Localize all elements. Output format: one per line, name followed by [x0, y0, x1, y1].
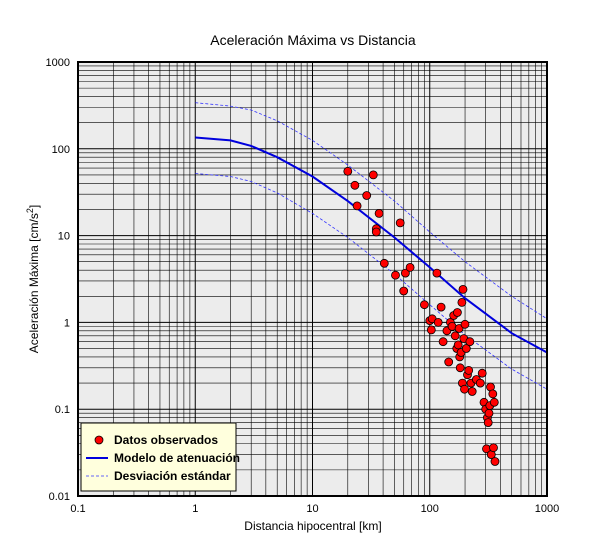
legend-marker-observed	[94, 435, 104, 445]
y-axis-label-group: Aceleración Máxima [cm/s2]	[25, 205, 41, 353]
stddev-line	[195, 173, 548, 390]
data-point	[426, 325, 436, 335]
y-tick-label: 1	[64, 317, 70, 329]
data-point	[433, 317, 443, 327]
data-point	[371, 227, 381, 237]
data-point	[452, 308, 462, 317]
x-tick-label: 0.1	[70, 503, 85, 515]
data-point	[475, 378, 485, 388]
data-point	[362, 191, 372, 200]
y-tick-label: 10	[58, 231, 70, 243]
data-point	[395, 218, 405, 228]
y-tick-label: 0.01	[49, 491, 70, 503]
data-point	[379, 258, 389, 268]
y-tick-label: 100	[52, 144, 70, 156]
stddev-line	[195, 102, 548, 320]
plot-frame	[77, 61, 548, 497]
legend-label-observed: Datos observados	[114, 433, 218, 447]
data-point	[467, 387, 477, 396]
y-tick-label: 1000	[46, 57, 70, 69]
data-point	[484, 408, 494, 418]
data-point	[455, 363, 465, 373]
data-point	[477, 368, 487, 378]
series-layer	[195, 102, 548, 466]
data-point	[432, 268, 442, 278]
legend-label-model: Modelo de atenuación	[114, 451, 240, 465]
data-point	[490, 457, 500, 466]
data-point	[458, 284, 468, 294]
data-point	[436, 302, 446, 312]
data-point	[374, 208, 384, 218]
data-point	[368, 170, 378, 180]
data-point	[400, 268, 410, 278]
data-point	[419, 300, 429, 310]
data-point	[405, 262, 415, 272]
data-point	[343, 166, 353, 176]
data-point	[488, 389, 498, 399]
y-axis-label: Aceleración Máxima [cm/s2]	[25, 205, 41, 353]
data-point	[444, 357, 454, 367]
data-point	[454, 324, 464, 333]
data-point	[350, 180, 360, 190]
legend-label-stddev: Desviación estándar	[114, 469, 231, 483]
data-point	[489, 443, 498, 453]
data-point	[352, 201, 362, 211]
data-point	[450, 331, 460, 341]
y-axis-label-sup: 2	[25, 208, 35, 213]
x-tick-label: 10	[306, 503, 318, 515]
x-tick-label: 1000	[535, 503, 559, 515]
x-axis-label: Distancia hipocentral [km]	[244, 519, 381, 533]
chart-title: Aceleración Máxima vs Distancia	[210, 32, 416, 48]
data-point	[461, 344, 471, 353]
y-tick-labels: 0.01 0.1 1 10 100 1000	[46, 57, 70, 503]
data-point	[391, 270, 400, 280]
data-point	[438, 337, 448, 347]
data-point	[460, 319, 470, 329]
x-tick-labels: 0.1 1 10 100 1000	[70, 503, 559, 515]
data-point	[457, 297, 467, 307]
y-axis-label-end: ]	[27, 205, 41, 208]
data-point	[453, 340, 463, 350]
y-axis-label-main: Aceleración Máxima [cm/s	[27, 213, 41, 353]
y-tick-label: 0.1	[55, 404, 70, 416]
x-tick-label: 1	[192, 503, 198, 515]
data-point	[489, 397, 499, 407]
data-point	[399, 286, 409, 296]
data-point	[465, 337, 475, 347]
legend: Datos observados Modelo de atenuación De…	[80, 422, 240, 492]
data-point	[460, 384, 469, 394]
model-line	[195, 136, 548, 354]
x-tick-label: 100	[421, 503, 439, 515]
data-point	[483, 418, 493, 428]
data-point	[464, 365, 474, 375]
